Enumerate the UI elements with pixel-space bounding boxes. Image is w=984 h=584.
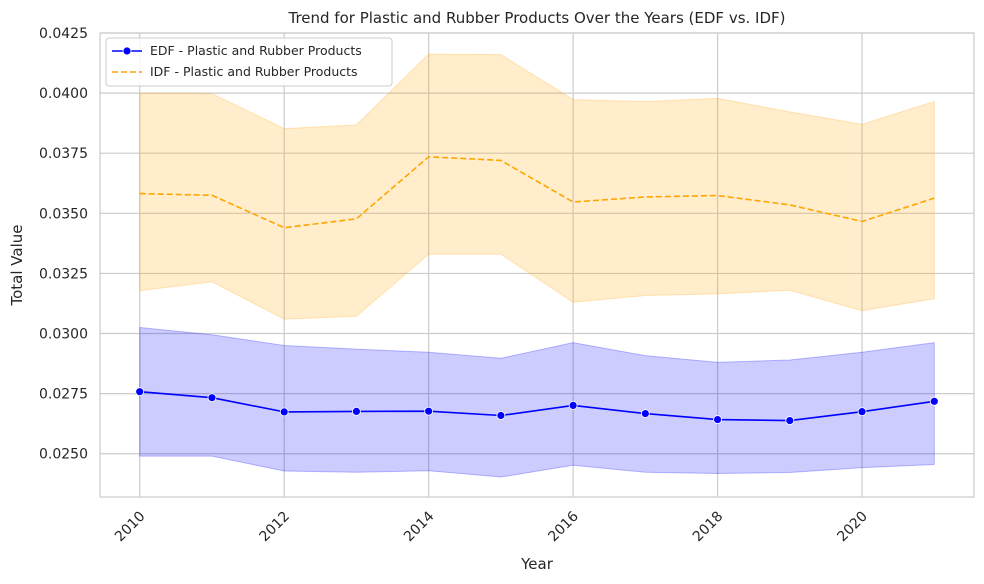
y-tick-label: 0.0425 <box>39 26 88 42</box>
grid <box>100 32 974 497</box>
x-axis-label: Year <box>520 555 554 573</box>
plot-area <box>100 33 974 497</box>
series-markers <box>135 387 939 425</box>
data-point-edf <box>424 406 434 416</box>
y-tick-label: 0.0300 <box>39 327 88 343</box>
legend: EDF - Plastic and Rubber Products IDF - … <box>105 37 393 87</box>
series-lines <box>139 156 935 422</box>
legend-label-idf: IDF - Plastic and Rubber Products <box>150 64 358 79</box>
chart-title: Trend for Plastic and Rubber Products Ov… <box>287 9 785 27</box>
data-point-edf <box>207 393 217 403</box>
y-tick-label: 0.0275 <box>39 387 88 403</box>
data-point-edf <box>785 416 795 425</box>
confidence-band-idf <box>139 53 935 320</box>
data-point-edf <box>568 401 578 410</box>
legend-marker-edf <box>122 46 132 56</box>
data-point-edf <box>496 411 506 420</box>
data-point-edf <box>857 407 867 417</box>
series-line-idf <box>139 156 935 229</box>
y-tick-label: 0.0350 <box>39 206 88 222</box>
data-point-edf <box>352 407 361 416</box>
plot-frame <box>99 32 975 498</box>
data-point-edf <box>929 396 939 406</box>
data-point-edf <box>640 409 650 418</box>
legend-box <box>105 37 393 87</box>
series-line-edf <box>139 390 935 422</box>
y-axis-label: Total Value <box>8 225 26 307</box>
y-tick-label: 0.0375 <box>39 146 88 162</box>
y-tick-label: 0.0325 <box>39 266 88 282</box>
y-tick-label: 0.0400 <box>39 86 88 102</box>
y-tick-label: 0.0250 <box>39 447 88 463</box>
data-point-edf <box>279 407 289 417</box>
data-point-edf <box>135 387 145 397</box>
confidence-bands <box>139 53 935 478</box>
legend-label-edf: EDF - Plastic and Rubber Products <box>150 43 362 58</box>
data-point-edf <box>713 415 722 424</box>
confidence-band-edf <box>139 326 935 478</box>
